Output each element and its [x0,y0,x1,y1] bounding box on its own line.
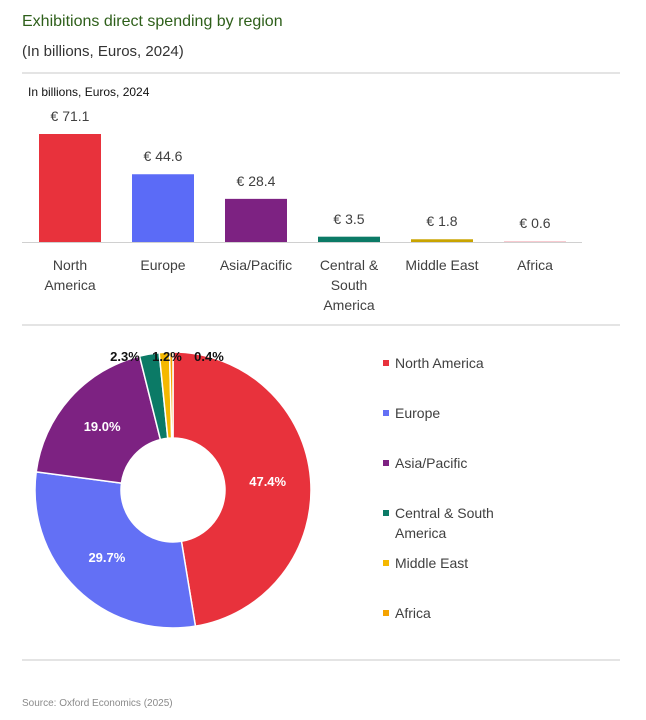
slice-label: 19.0% [83,418,121,434]
legend-marker [383,410,389,416]
legend-marker [383,610,389,616]
page-subtitle: (In billions, Euros, 2024) [22,43,184,60]
value-label: € 0.6 [519,215,551,232]
value-label: € 3.5 [333,210,365,227]
slice-label: 1.2% [152,349,182,364]
legend-label: Asia/Pacific [395,455,468,471]
x-tick-label: Middle East [405,257,479,273]
bar [318,236,380,242]
legend-label: Europe [395,405,441,421]
source-note: Source: Oxford Economics (2025) [22,698,173,709]
slice-label: 47.4% [249,474,287,490]
slice-label: 2.3% [110,349,140,364]
legend-marker [383,460,389,466]
bar [411,239,473,242]
legend-label: Africa [395,605,431,621]
slice-label: 29.7% [88,550,126,566]
donut-slice [172,351,312,628]
legend-marker [383,360,389,366]
legend-label: Middle East [395,555,469,571]
value-label: € 44.6 [143,148,183,165]
x-tick-label: Asia/Pacific [219,257,293,273]
donut-slice [34,471,197,629]
legend-marker [383,560,389,566]
legend-label: Central & South America [395,505,494,541]
chart-subtitle: In billions, Euros, 2024 [28,85,150,99]
x-tick-label: Africa [517,257,553,273]
x-tick-label: Europe [140,257,186,273]
donut-slice [35,355,162,485]
bar [39,134,101,242]
bar [504,241,566,242]
value-label: € 71.1 [50,108,90,124]
value-label: € 1.8 [426,213,458,230]
page-title: Exhibitions direct spending by region [22,13,283,30]
x-tick-label: Central & South America [319,257,379,313]
bar [132,174,194,242]
bar [225,198,287,242]
value-label: € 28.4 [236,172,276,189]
x-tick-label: North America [44,257,96,293]
slice-label: 0.4% [194,349,224,364]
legend-marker [383,510,389,516]
donut-slice [168,351,174,439]
legend-label: North America [395,355,484,371]
